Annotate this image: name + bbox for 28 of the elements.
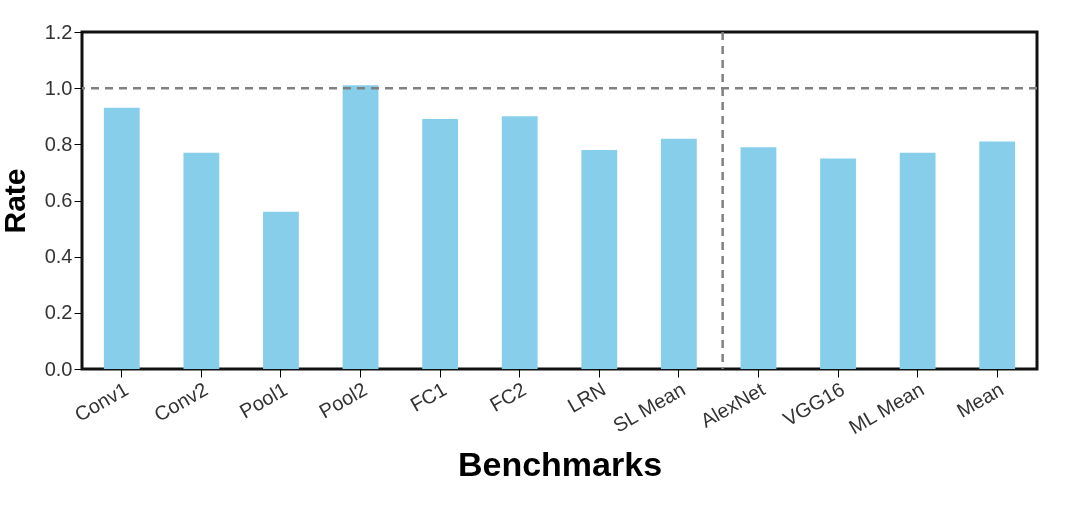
x-tick-label: SL Mean bbox=[609, 377, 689, 437]
y-tick-label: 1.2 bbox=[44, 20, 73, 43]
x-tick-label: Mean bbox=[952, 377, 1008, 422]
x-tick-label: FC2 bbox=[485, 377, 530, 416]
y-axis-title: Rate bbox=[0, 168, 31, 234]
x-axis-title: Benchmarks bbox=[457, 444, 663, 483]
bar bbox=[979, 141, 1016, 369]
y-tick-label: 0.4 bbox=[44, 245, 73, 268]
bar bbox=[501, 116, 538, 369]
bar bbox=[740, 147, 777, 369]
bar bbox=[103, 107, 140, 369]
bar bbox=[183, 152, 220, 369]
bar bbox=[422, 119, 459, 369]
x-tick-label: Pool1 bbox=[235, 377, 291, 423]
bar bbox=[263, 211, 299, 369]
y-tick-label: 0.8 bbox=[44, 132, 73, 155]
x-tick-label: LRN bbox=[563, 377, 610, 417]
x-tick-label: FC1 bbox=[406, 377, 451, 416]
bar bbox=[899, 152, 936, 369]
y-tick-label: 1.0 bbox=[44, 76, 73, 99]
y-tick-label: 0.2 bbox=[44, 301, 73, 324]
bar bbox=[581, 149, 618, 369]
y-tick-label: 0.6 bbox=[44, 189, 73, 211]
bar bbox=[820, 158, 856, 369]
bar bbox=[342, 85, 379, 369]
y-tick-label: 0.0 bbox=[44, 357, 73, 380]
x-tick-label: ML Mean bbox=[845, 377, 928, 439]
bar bbox=[660, 138, 697, 369]
